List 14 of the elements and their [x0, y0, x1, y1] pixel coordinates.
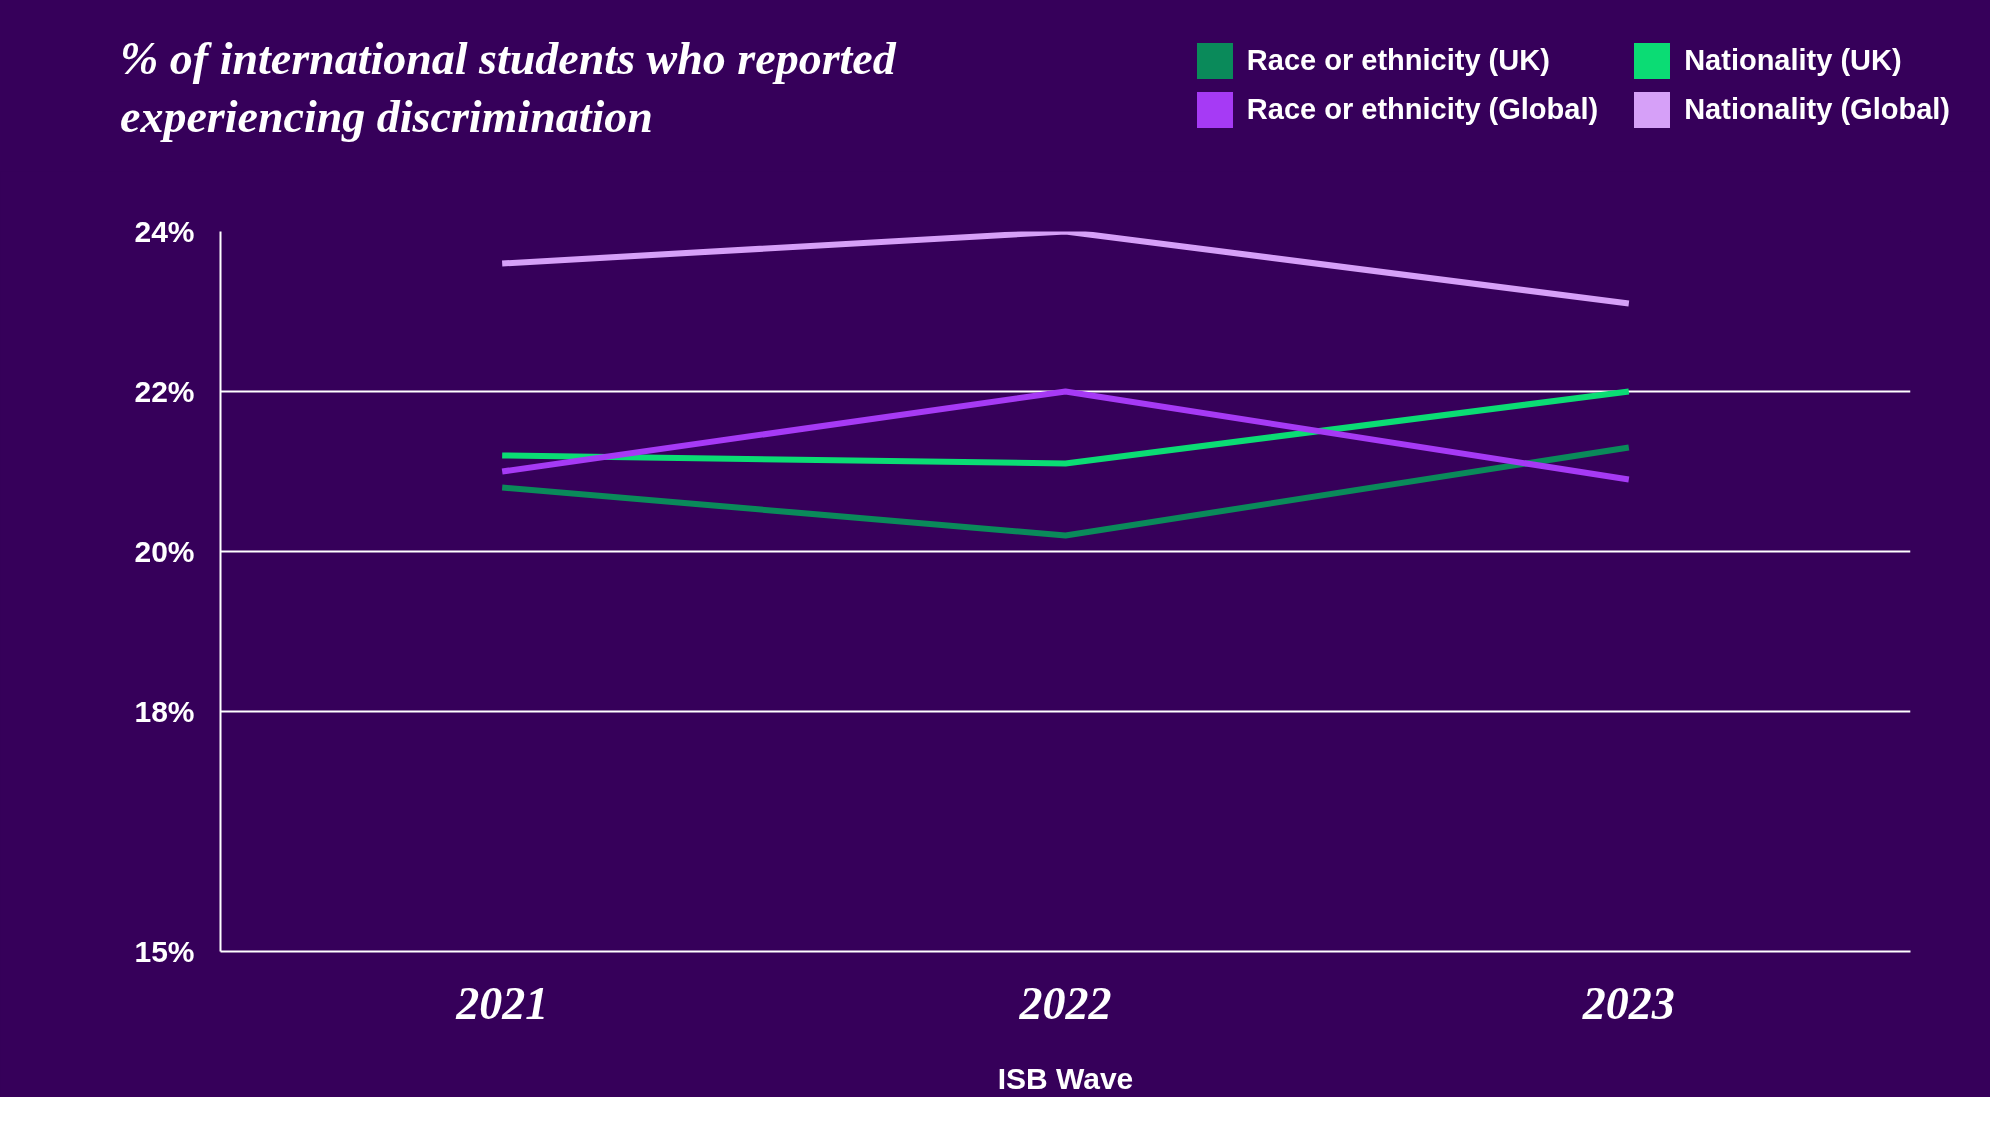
y-tick-label: 18% [134, 695, 195, 728]
y-tick-label: 24% [134, 215, 195, 248]
legend-label: Nationality (Global) [1684, 92, 1950, 128]
legend-label: Race or ethnicity (UK) [1246, 43, 1550, 78]
y-tick-label: 20% [134, 535, 195, 568]
legend-label: Race or ethnicity (Global) [1246, 92, 1599, 128]
x-axis-title: ISB Wave [997, 1061, 1134, 1095]
x-tick-label: 2021 [455, 977, 549, 1029]
x-tick-label: 2023 [1581, 977, 1675, 1029]
y-tick-label: 15% [134, 935, 195, 968]
chart-title: % of international students who reported experiencing discrimination [120, 32, 898, 144]
x-tick-label: 2022 [1018, 977, 1112, 1029]
legend-label: Nationality (UK) [1684, 43, 1902, 78]
y-tick-label: 22% [134, 375, 195, 408]
